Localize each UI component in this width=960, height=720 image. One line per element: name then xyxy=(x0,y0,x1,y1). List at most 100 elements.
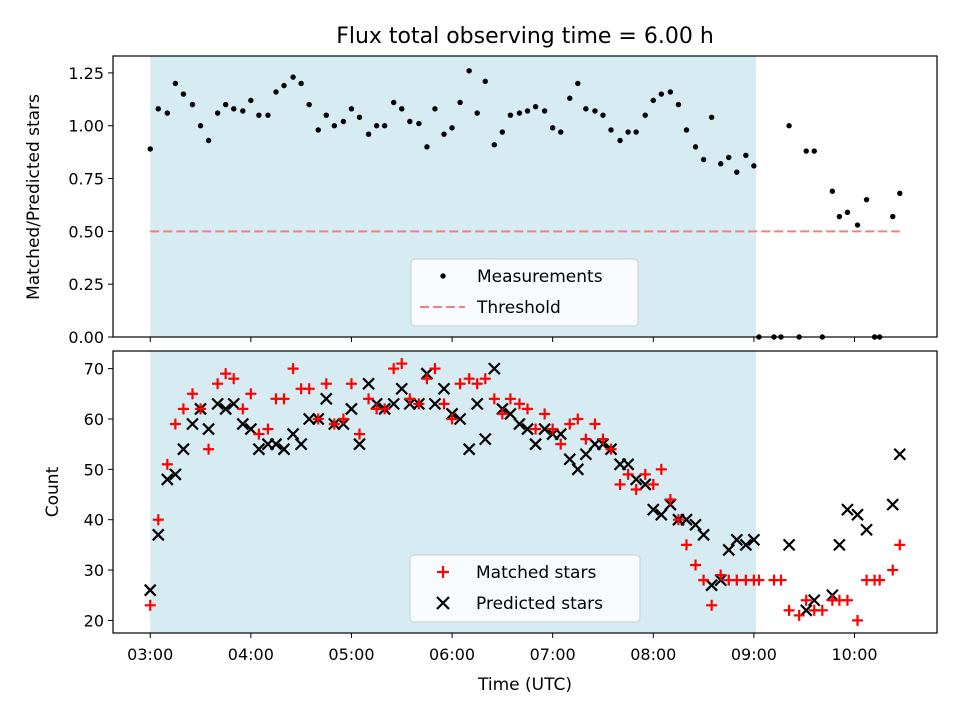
matched-star-point xyxy=(547,423,559,435)
x-axis-label: Time (UTC) xyxy=(477,675,572,695)
predicted-star-point xyxy=(353,437,366,451)
matched-star-point xyxy=(195,403,207,415)
measurements-legend-label: Measurements xyxy=(477,267,603,287)
matched-star-point xyxy=(783,604,795,616)
matched-star-point xyxy=(816,604,828,616)
measurement-point xyxy=(482,78,488,85)
predicted-star-point xyxy=(629,473,643,486)
measurement-point xyxy=(391,99,397,106)
matched-star-point xyxy=(580,433,592,445)
matched-star-point xyxy=(237,403,249,415)
matched-star-point xyxy=(186,388,198,400)
predicted-star-point xyxy=(504,407,517,421)
matched-star-point xyxy=(589,418,601,430)
matched-star-point xyxy=(144,599,156,611)
measurement-points xyxy=(147,68,903,340)
x-tick-label: 09:00 xyxy=(731,645,777,664)
predicted-star-point xyxy=(169,468,182,481)
matched-star-point xyxy=(413,398,425,410)
measurement-point xyxy=(600,112,606,118)
measurement-point xyxy=(726,154,732,161)
measurement-point xyxy=(863,196,870,203)
predicted-star-point xyxy=(453,412,467,426)
matched-star-point xyxy=(488,393,500,405)
measurement-point xyxy=(642,112,648,118)
predicted-star-point xyxy=(554,427,567,441)
predicted-star-point xyxy=(462,442,476,456)
predicted-star-point xyxy=(739,538,753,552)
matched-star-point xyxy=(555,438,567,450)
measurement-point xyxy=(381,123,388,129)
measurement-point xyxy=(507,112,514,118)
predicted-star-point xyxy=(697,528,710,542)
measurement-point xyxy=(432,106,438,112)
matched-star-point xyxy=(564,418,576,430)
matched-star-point xyxy=(363,393,375,405)
measurement-point xyxy=(836,213,843,220)
measurement-point xyxy=(890,213,896,220)
measurement-point xyxy=(281,82,287,89)
measurement-point xyxy=(441,131,447,137)
predicted-star-point xyxy=(151,528,165,542)
predicted-star-point xyxy=(799,604,813,617)
ratio-y-axis: 0.00 0.25 0.50 0.75 1.00 1.25 xyxy=(68,64,113,347)
measurement-point xyxy=(189,101,196,108)
measurement-point xyxy=(180,91,187,97)
y-tick-label: 0.25 xyxy=(68,275,104,294)
measurements-legend-marker xyxy=(440,273,446,279)
matched-star-point xyxy=(203,443,215,455)
matched-star-point xyxy=(572,413,584,425)
matched-star-point xyxy=(690,559,702,571)
predicted-star-point xyxy=(621,458,635,471)
measurement-point xyxy=(803,148,809,154)
matched-star-point xyxy=(312,413,324,425)
matched-star-point xyxy=(672,514,684,526)
measurement-point xyxy=(675,101,682,108)
matched-star-point xyxy=(841,594,853,606)
predicted-star-point xyxy=(689,518,702,532)
matched-star-point xyxy=(504,393,516,405)
matched-star-point xyxy=(388,363,400,375)
measurement-point xyxy=(240,108,246,114)
matched-star-point xyxy=(320,378,332,390)
y-tick-label: 1.00 xyxy=(68,117,104,136)
measurement-point xyxy=(416,120,422,127)
measurement-point xyxy=(256,112,262,118)
matched-star-point xyxy=(539,408,551,420)
matched-star-point xyxy=(655,463,667,475)
matched-star-point xyxy=(396,358,408,370)
y-tick-label: 50 xyxy=(84,460,104,479)
predicted-star-point xyxy=(236,417,250,431)
measurement-point xyxy=(214,110,221,116)
measurement-point xyxy=(197,123,204,129)
ratio-x-axis xyxy=(149,337,855,342)
x-tick-label: 06:00 xyxy=(429,645,475,664)
matched-star-point xyxy=(228,373,240,385)
predicted-star-point xyxy=(286,427,300,441)
matched-star-point xyxy=(530,423,542,435)
predicted-star-point xyxy=(521,422,534,436)
predicted-star-point xyxy=(851,508,864,521)
ratio-panel-frame xyxy=(112,55,938,338)
measurement-point xyxy=(407,118,413,125)
measurement-point xyxy=(399,106,405,112)
measurement-point xyxy=(683,127,690,133)
matched-star-point xyxy=(680,539,692,551)
predicted-star-point xyxy=(478,432,492,446)
measurement-point xyxy=(306,101,312,108)
measurement-point xyxy=(373,123,380,129)
matched-star-point xyxy=(793,609,805,621)
measurement-point xyxy=(558,129,564,135)
predicted-star-point xyxy=(747,533,761,547)
matched-star-point xyxy=(152,514,164,526)
matched-star-point xyxy=(664,494,676,506)
matched-star-point xyxy=(522,403,534,415)
predicted-star-point xyxy=(730,533,744,547)
measurement-point xyxy=(457,99,463,106)
matched-star-point xyxy=(169,418,181,430)
measurement-point xyxy=(532,104,539,110)
measurement-point xyxy=(567,95,573,101)
matched-star-point xyxy=(253,428,265,440)
predicted-star-point xyxy=(470,397,484,411)
matched-star-point xyxy=(345,378,357,390)
